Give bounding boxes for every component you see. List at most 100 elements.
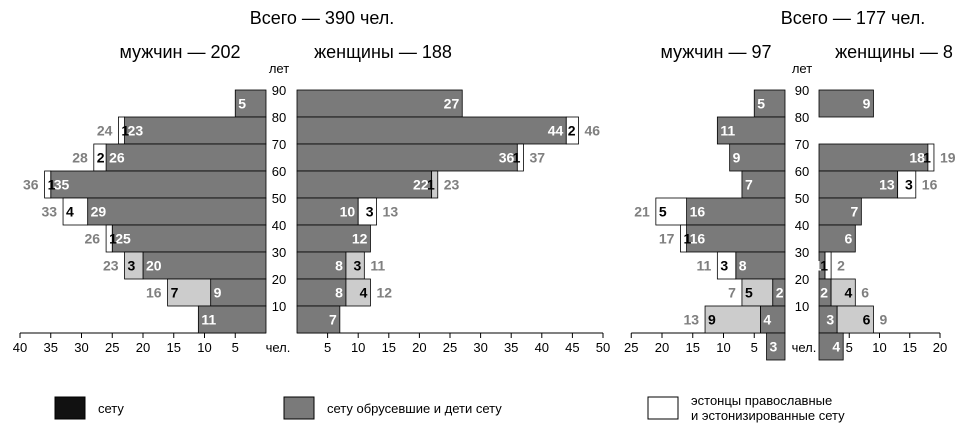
women-tick-label: 35 xyxy=(504,340,518,355)
men-row-total: 26 xyxy=(85,231,101,247)
men-segment-label: 9 xyxy=(733,150,741,166)
women-segment-label: 7 xyxy=(851,204,859,220)
women-bar-segment xyxy=(818,224,856,253)
men-bar-segment xyxy=(124,116,267,145)
age-tick-label: 90 xyxy=(272,83,286,98)
men-bar-segment xyxy=(753,89,786,118)
women-row-total: 23 xyxy=(444,177,460,193)
women-segment-label: 8 xyxy=(335,285,343,301)
women-segment-label: 6 xyxy=(863,312,871,328)
legend-label: сету обрусевшие и дети сету xyxy=(327,401,502,416)
men-bar-segment xyxy=(704,305,761,334)
age-tick-label: 50 xyxy=(795,191,809,206)
men-segment-label: 9 xyxy=(214,285,222,301)
men-segment-label: 7 xyxy=(171,285,179,301)
women-segment-label: 4 xyxy=(845,285,853,301)
women-segment-label: 36 xyxy=(499,150,515,166)
women-segment-label: 1 xyxy=(427,177,435,193)
women-bar-segment xyxy=(818,332,844,361)
men-bar-segment xyxy=(62,197,89,226)
women-tick-label: 10 xyxy=(872,340,886,355)
women-bar-segment xyxy=(818,89,874,118)
women-segment-label: 18 xyxy=(909,150,925,166)
men-segment-label: 2 xyxy=(776,285,784,301)
women-bar-segment xyxy=(296,116,567,145)
men-bar-segment xyxy=(167,278,212,307)
men-segment-label: 1 xyxy=(48,177,56,193)
women-bar-segment xyxy=(345,278,371,307)
men-row-total: 13 xyxy=(683,312,699,328)
men-tick-label: 15 xyxy=(686,340,700,355)
men-bar-segment xyxy=(197,305,267,334)
women-row-total: 37 xyxy=(529,150,545,166)
women-row-total: 9 xyxy=(879,312,887,328)
men-segment-label: 25 xyxy=(115,231,131,247)
women-segment-label: 13 xyxy=(879,177,895,193)
women-segment-label: 1 xyxy=(923,150,931,166)
age-tick-label: 10 xyxy=(272,299,286,314)
women-tick-label: 30 xyxy=(473,340,487,355)
women-row-total: 19 xyxy=(940,150,956,166)
men-tick-label: 5 xyxy=(232,340,239,355)
legend: сету сету обрусевшие и дети сету эстонцы п… xyxy=(54,393,845,423)
men-row-total: 16 xyxy=(146,285,162,301)
men-segment-label: 8 xyxy=(739,258,747,274)
chart-title: Всего — 177 чел. xyxy=(781,8,926,28)
women-tick-label: 40 xyxy=(535,340,549,355)
men-row-total: 17 xyxy=(659,231,675,247)
men-segment-label: 5 xyxy=(757,96,765,112)
women-tick-label: 10 xyxy=(351,340,365,355)
men-segment-label: 1 xyxy=(109,231,117,247)
men-bar-segment xyxy=(105,224,113,253)
women-tick-label: 5 xyxy=(324,340,331,355)
men-row-total: 33 xyxy=(41,204,57,220)
men-tick-label: 25 xyxy=(105,340,119,355)
men-tick-label: 15 xyxy=(167,340,181,355)
pyramid-chart-2: Всего — 177 чел. мужчин — 97 женщины — 8 ле… xyxy=(624,8,956,361)
men-bar-segment xyxy=(741,278,774,307)
legend-label: сету xyxy=(98,401,124,416)
women-tick-label: 15 xyxy=(903,340,917,355)
men-tick-label: 40 xyxy=(13,340,27,355)
women-row-total: 11 xyxy=(370,258,385,274)
women-bar-segment xyxy=(296,278,347,307)
men-segment-label: 5 xyxy=(659,204,667,220)
men-bar-segment xyxy=(44,170,52,199)
men-bar-segment xyxy=(655,197,687,226)
legend-label-line: эстонцы православные xyxy=(691,393,832,408)
age-tick-label: 40 xyxy=(272,218,286,233)
men-bar-segment xyxy=(686,197,786,226)
women-segment-label: 8 xyxy=(335,258,343,274)
women-label: женщины — 188 xyxy=(314,42,452,62)
age-tick-label: 10 xyxy=(795,299,809,314)
legend-label-line: сету xyxy=(98,401,124,416)
men-row-total: 24 xyxy=(97,123,113,139)
men-bar-segment xyxy=(716,251,737,280)
men-tick-label: 10 xyxy=(197,340,211,355)
men-row-total: 23 xyxy=(103,258,119,274)
age-tick-label: 20 xyxy=(272,272,286,287)
age-tick-label: 30 xyxy=(795,245,809,260)
women-tick-label: 20 xyxy=(412,340,426,355)
men-row-total: 11 xyxy=(697,258,712,274)
men-bar-segment xyxy=(105,143,267,172)
men-label: мужчин — 202 xyxy=(119,42,240,62)
women-bar-segment xyxy=(296,143,518,172)
women-row-total: 12 xyxy=(376,285,392,301)
men-bar-segment xyxy=(210,278,267,307)
women-bar-segment xyxy=(565,116,579,145)
men-row-total: 28 xyxy=(72,150,88,166)
pyramid-chart-1: Всего — 390 чел. мужчин — 202 женщины — 18… xyxy=(13,8,610,355)
women-segment-label: 1 xyxy=(814,258,822,274)
men-segment-label: 5 xyxy=(745,285,753,301)
women-tick-label: 50 xyxy=(596,340,610,355)
men-bar-segment xyxy=(680,224,688,253)
women-segment-label: 9 xyxy=(863,96,871,112)
men-row-total: 21 xyxy=(634,204,650,220)
men-segment-label: 11 xyxy=(720,123,735,139)
women-segment-label: 44 xyxy=(548,123,564,139)
legend-swatch xyxy=(283,396,315,420)
age-tick-label: 60 xyxy=(272,164,286,179)
women-segment-label: 3 xyxy=(826,312,834,328)
